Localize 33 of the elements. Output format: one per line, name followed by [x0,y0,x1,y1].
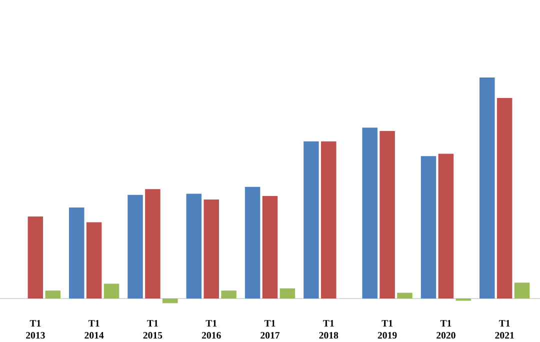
bar [86,222,102,298]
bar [104,284,120,298]
x-tick-label: T1 2013 [26,320,45,338]
bar [438,154,454,298]
bar [162,298,178,304]
bar [280,288,296,298]
bar [480,77,495,298]
bar [204,199,219,298]
bar [321,141,336,298]
bar [244,186,260,298]
x-tick-label: T1 2017 [260,320,280,338]
bar [397,292,412,298]
x-tick-label: T1 2018 [319,320,338,338]
bar [514,282,530,298]
bar [68,207,84,298]
x-tick-label: T1 2019 [378,320,397,338]
bar [45,290,60,298]
x-tick-label: T1 2021 [495,320,514,338]
bar [145,188,160,298]
bar [362,128,378,298]
bar [262,196,278,298]
bar [186,194,202,298]
bar [28,216,44,298]
bar [128,194,143,298]
bar [221,290,236,298]
bar [420,156,436,298]
x-tick-label: T1 2020 [436,320,456,338]
x-tick-label: T1 2016 [202,320,221,338]
x-tick-label: T1 2014 [84,320,104,338]
bar [496,98,512,298]
x-tick-label: T1 2015 [143,320,162,338]
bar [380,130,395,298]
bar [304,141,319,298]
